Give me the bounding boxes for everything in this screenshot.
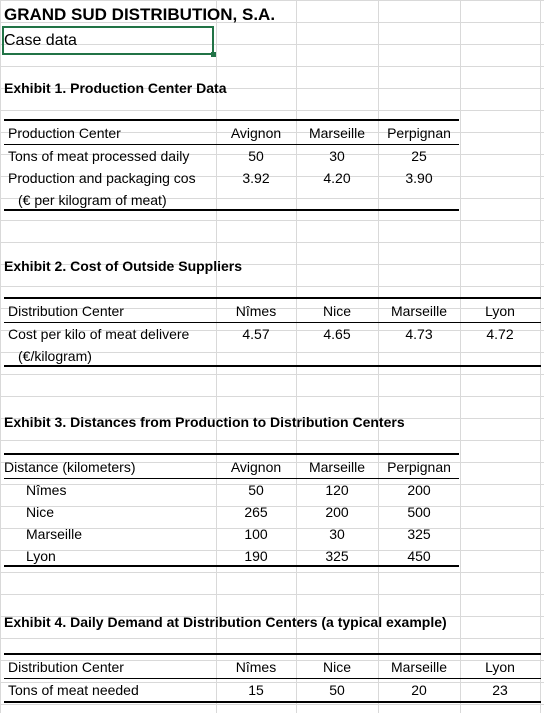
exhibit3-distance-value: 100 (244, 526, 268, 542)
exhibit2-top-rule (4, 297, 541, 299)
exhibit2-row1-value: 4.72 (486, 326, 514, 342)
exhibit1-row1-label: Tons of meat processed daily (8, 148, 190, 164)
exhibit1-row1-value: 50 (248, 148, 264, 164)
exhibit4-heading: Exhibit 4. Daily Demand at Distribution … (4, 614, 447, 630)
exhibit1-top-rule (4, 119, 459, 121)
exhibit3-distance-value: 325 (325, 548, 349, 564)
exhibit4-center-nice: Nice (322, 659, 351, 675)
exhibit2-row1-value: 4.73 (405, 326, 433, 342)
exhibit3-header-rule (4, 478, 459, 479)
column-divider (378, 0, 379, 713)
exhibit3-distance-value: 120 (325, 482, 349, 498)
exhibit1-row2-value: 3.92 (242, 170, 270, 186)
exhibit4-center-nimes: Nîmes (235, 659, 277, 675)
exhibit1-center-perpignan: Perpignan (387, 125, 451, 141)
exhibit4-center-lyon: Lyon (485, 659, 515, 675)
exhibit4-demand-value: 50 (329, 682, 345, 698)
exhibit1-center-marseille: Marseille (308, 125, 365, 141)
exhibit2-row1-value: 4.57 (242, 326, 270, 342)
exhibit4-demand-value: 20 (411, 682, 427, 698)
exhibit4-demand-value: 23 (492, 682, 508, 698)
workbook-title: GRAND SUD DISTRIBUTION, S.A. (4, 5, 276, 24)
exhibit1-row2-label: Production and packaging cos (8, 170, 196, 186)
exhibit3-heading: Exhibit 3. Distances from Production to … (4, 414, 405, 430)
exhibit2-center-nice: Nice (322, 303, 351, 319)
exhibit1-row2-value: 3.90 (405, 170, 433, 186)
exhibit1-row2-value: 4.20 (323, 170, 351, 186)
exhibit3-distance-value: 200 (325, 504, 349, 520)
exhibit2-heading: Exhibit 2. Cost of Outside Suppliers (4, 258, 243, 274)
exhibit1-row1-value: 30 (329, 148, 345, 164)
column-divider (460, 0, 461, 713)
exhibit2-row1-value: 4.65 (323, 326, 351, 342)
exhibit3-center-perpignan: Perpignan (387, 459, 451, 475)
exhibit1-row3-label: (€ per kilogram of meat) (18, 192, 167, 208)
case-data-cell[interactable]: Case data (4, 32, 77, 49)
exhibit4-center-marseille: Marseille (390, 659, 447, 675)
exhibit1-row1-value: 25 (411, 148, 427, 164)
exhibit3-row-label: Marseille (26, 526, 83, 542)
exhibit1-header-rule (4, 144, 459, 145)
exhibit1-center-avignon: Avignon (230, 125, 282, 141)
column-divider (296, 0, 297, 713)
exhibit2-center-marseille: Marseille (390, 303, 447, 319)
exhibit4-demand-value: 15 (248, 682, 264, 698)
exhibit3-center-avignon: Avignon (230, 459, 282, 475)
exhibit3-distance-value: 200 (407, 482, 431, 498)
selected-cell-outline (2, 26, 214, 55)
exhibit2-bottom-rule (4, 365, 541, 367)
exhibit3-row-label: Nice (26, 504, 55, 520)
exhibit3-distance-value: 190 (244, 548, 268, 564)
exhibit3-bottom-rule (4, 565, 459, 567)
exhibit3-top-rule (4, 453, 459, 455)
exhibit2-row2-label: (€/kilogram) (18, 348, 92, 364)
exhibit3-distance-value: 325 (407, 526, 431, 542)
column-divider (216, 0, 217, 713)
column-divider (540, 0, 541, 713)
exhibit3-row-label: Lyon (26, 548, 56, 564)
exhibit1-bottom-rule (4, 209, 459, 211)
exhibit4-header-label: Distribution Center (8, 659, 124, 675)
exhibit3-header-label: Distance (kilometers) (4, 459, 136, 475)
fill-handle[interactable] (211, 52, 216, 57)
exhibit4-top-rule (4, 653, 541, 655)
exhibit1-heading: Exhibit 1. Production Center Data (4, 80, 227, 96)
exhibit2-header-label: Distribution Center (8, 303, 124, 319)
exhibit4-header-rule (4, 678, 541, 679)
exhibit4-row1-label: Tons of meat needed (8, 682, 139, 698)
exhibit2-row1-label: Cost per kilo of meat delivere (8, 326, 190, 342)
exhibit2-header-rule (4, 322, 541, 323)
exhibit3-row-label: Nîmes (26, 482, 67, 498)
exhibit3-center-marseille: Marseille (308, 459, 365, 475)
exhibit2-center-lyon: Lyon (485, 303, 515, 319)
exhibit3-distance-value: 500 (407, 504, 431, 520)
exhibit3-distance-value: 50 (248, 482, 264, 498)
exhibit3-distance-value: 450 (407, 548, 431, 564)
exhibit1-header-label: Production Center (8, 125, 121, 141)
exhibit3-distance-value: 265 (244, 504, 268, 520)
exhibit3-distance-value: 30 (329, 526, 345, 542)
exhibit4-bottom-rule (4, 701, 541, 703)
exhibit2-center-nimes: Nîmes (235, 303, 277, 319)
